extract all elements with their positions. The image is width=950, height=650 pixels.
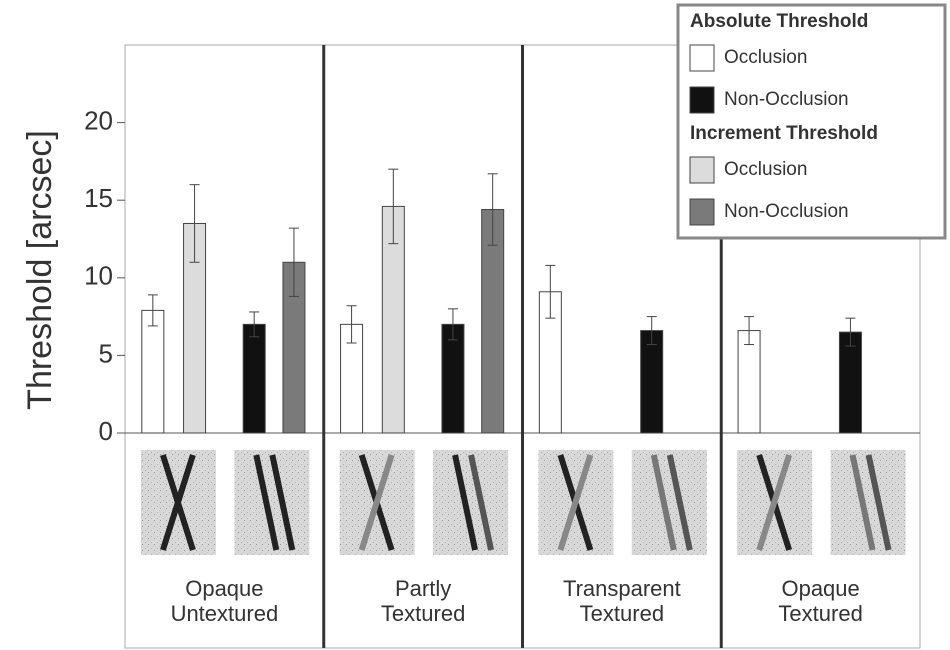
bar <box>442 324 464 433</box>
category-label: Transparent <box>563 576 681 601</box>
legend-swatch <box>690 87 714 113</box>
category-label: Textured <box>778 601 862 626</box>
chart: Threshold [arcsec] 05101520OpaqueUntextu… <box>0 0 950 650</box>
category-label: Untextured <box>171 601 279 626</box>
category-label: Opaque <box>781 576 859 601</box>
legend-swatch <box>690 45 714 71</box>
category-label: Textured <box>381 601 465 626</box>
bar <box>243 324 265 433</box>
legend-label: Occlusion <box>724 159 807 180</box>
legend-label: Non-Occlusion <box>724 89 849 110</box>
legend-title: Increment Threshold <box>690 123 878 144</box>
category-label: Opaque <box>185 576 263 601</box>
y-tick-label: 15 <box>84 183 113 213</box>
category-label: Partly <box>395 576 451 601</box>
category-label: Textured <box>580 601 664 626</box>
y-tick-label: 5 <box>99 338 113 368</box>
bar <box>142 310 164 433</box>
legend-swatch <box>690 157 714 183</box>
legend-label: Non-Occlusion <box>724 201 849 222</box>
y-tick-label: 0 <box>99 416 113 446</box>
bar <box>839 332 861 433</box>
y-tick-label: 10 <box>84 261 113 291</box>
bar <box>641 331 663 433</box>
y-axis-label: Threshold [arcsec] <box>21 130 59 410</box>
bar <box>738 331 760 433</box>
legend-swatch <box>690 199 714 225</box>
legend-label: Occlusion <box>724 47 807 68</box>
legend-title: Absolute Threshold <box>690 11 868 32</box>
y-tick-label: 20 <box>84 105 113 135</box>
